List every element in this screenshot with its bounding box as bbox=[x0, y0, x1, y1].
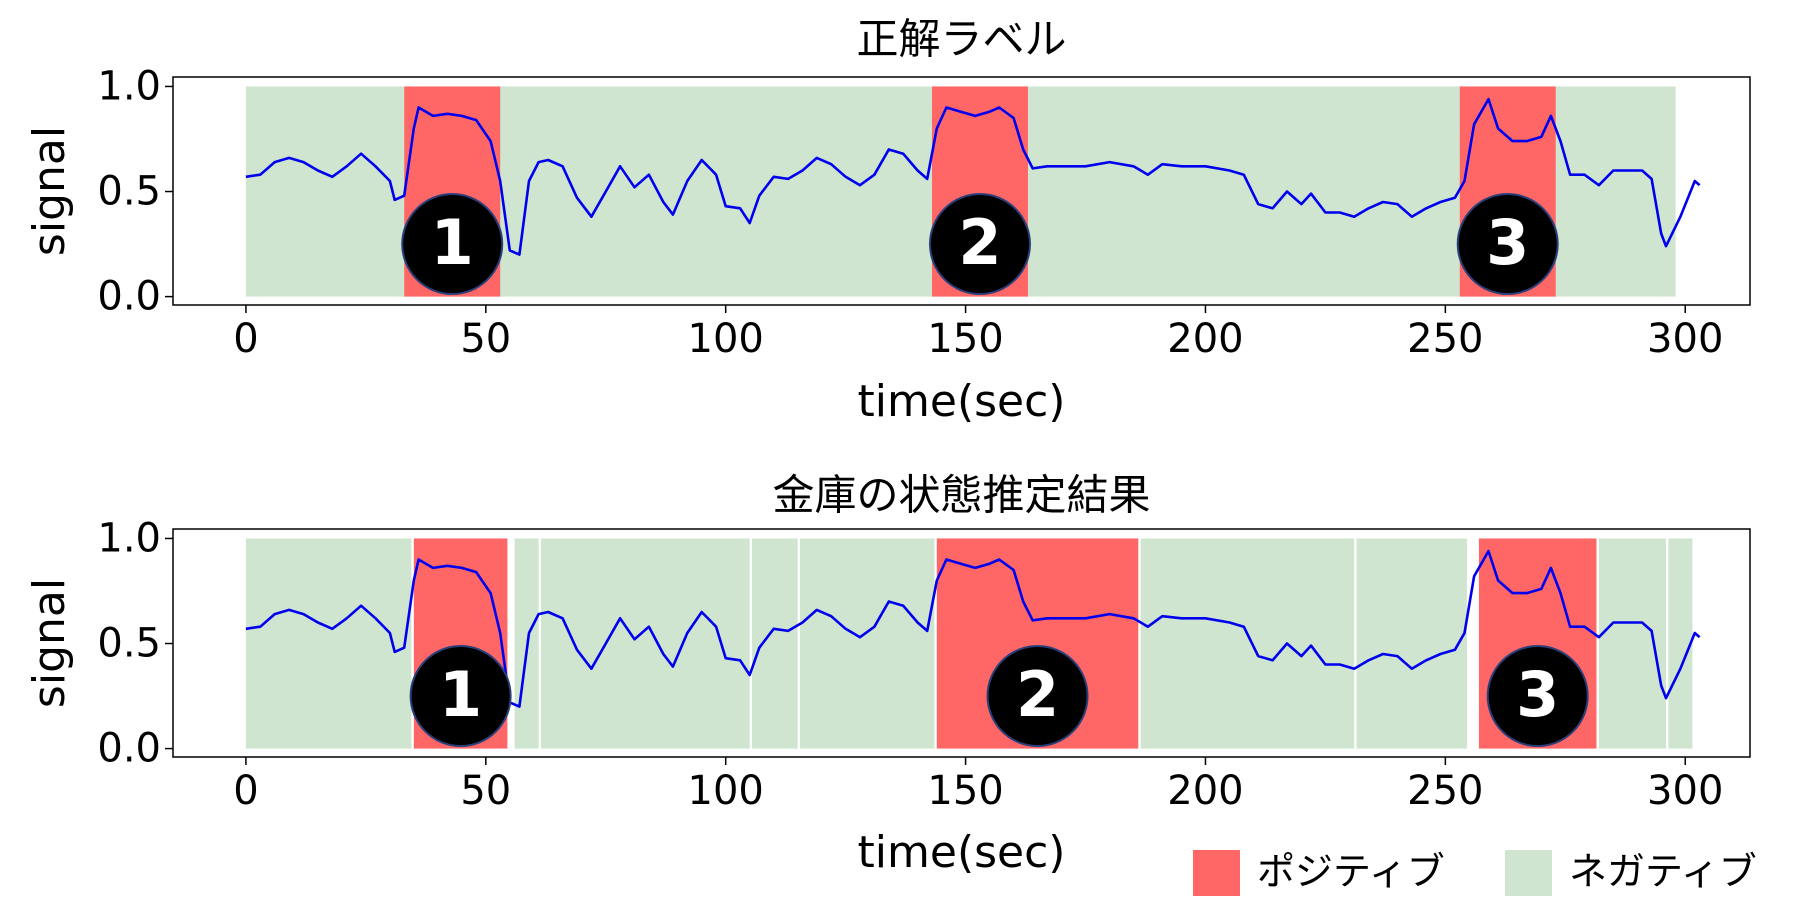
legend-swatch bbox=[1193, 850, 1240, 896]
span-badge bbox=[1456, 193, 1559, 296]
y-tick-label: 0.5 bbox=[97, 169, 161, 215]
negative-span bbox=[540, 538, 750, 749]
x-tick-label: 150 bbox=[927, 768, 1003, 814]
x-tick-label: 300 bbox=[1647, 316, 1723, 362]
y-tick-label: 0.0 bbox=[97, 726, 161, 772]
x-tick-label: 200 bbox=[1167, 768, 1243, 814]
x-tick-label: 0 bbox=[233, 316, 258, 362]
x-tick-label: 250 bbox=[1407, 768, 1483, 814]
signal-line bbox=[245, 97, 1701, 256]
span-badge bbox=[409, 645, 512, 748]
negative-span bbox=[1140, 538, 1355, 749]
span-badge-label: 1 bbox=[439, 658, 482, 731]
legend-swatch bbox=[1505, 850, 1552, 896]
span-badge bbox=[1486, 645, 1589, 748]
legend-label: ポジティブ bbox=[1257, 850, 1445, 894]
negative-span bbox=[800, 538, 935, 749]
x-tick-label: 300 bbox=[1647, 768, 1723, 814]
y-axis-label: signal bbox=[24, 126, 75, 256]
y-tick-label: 1.0 bbox=[97, 63, 161, 109]
x-axis-label: time(sec) bbox=[858, 376, 1066, 427]
x-tick-label: 50 bbox=[460, 768, 511, 814]
y-tick-label: 0.5 bbox=[97, 621, 161, 667]
x-axis-label: time(sec) bbox=[858, 827, 1066, 878]
y-axis-label: signal bbox=[24, 578, 75, 708]
negative-span bbox=[1668, 538, 1693, 749]
x-tick-label: 100 bbox=[688, 316, 764, 362]
span-badge-label: 3 bbox=[1486, 206, 1529, 279]
legend-label: ネガティブ bbox=[1569, 850, 1757, 894]
span-badge bbox=[986, 645, 1089, 748]
chart-title: 金庫の状態推定結果 bbox=[772, 471, 1150, 520]
negative-span bbox=[752, 538, 798, 749]
negative-span bbox=[1598, 538, 1667, 749]
y-tick-label: 0.0 bbox=[97, 274, 161, 320]
y-tick-label: 1.0 bbox=[97, 515, 161, 561]
x-tick-label: 0 bbox=[233, 768, 258, 814]
x-tick-label: 100 bbox=[688, 768, 764, 814]
span-badge bbox=[928, 193, 1031, 296]
negative-span bbox=[245, 538, 412, 749]
span-badge-label: 2 bbox=[1016, 658, 1059, 731]
x-tick-label: 50 bbox=[460, 316, 511, 362]
x-tick-label: 200 bbox=[1167, 316, 1243, 362]
chart-title: 正解ラベル bbox=[856, 15, 1066, 64]
negative-span bbox=[1356, 538, 1467, 749]
x-tick-label: 150 bbox=[927, 316, 1003, 362]
x-tick-label: 250 bbox=[1407, 316, 1483, 362]
span-badge-label: 3 bbox=[1516, 658, 1559, 731]
span-badge bbox=[401, 193, 504, 296]
span-badge-label: 2 bbox=[958, 206, 1001, 279]
signal-line bbox=[245, 549, 1701, 708]
span-badge-label: 1 bbox=[431, 206, 474, 279]
